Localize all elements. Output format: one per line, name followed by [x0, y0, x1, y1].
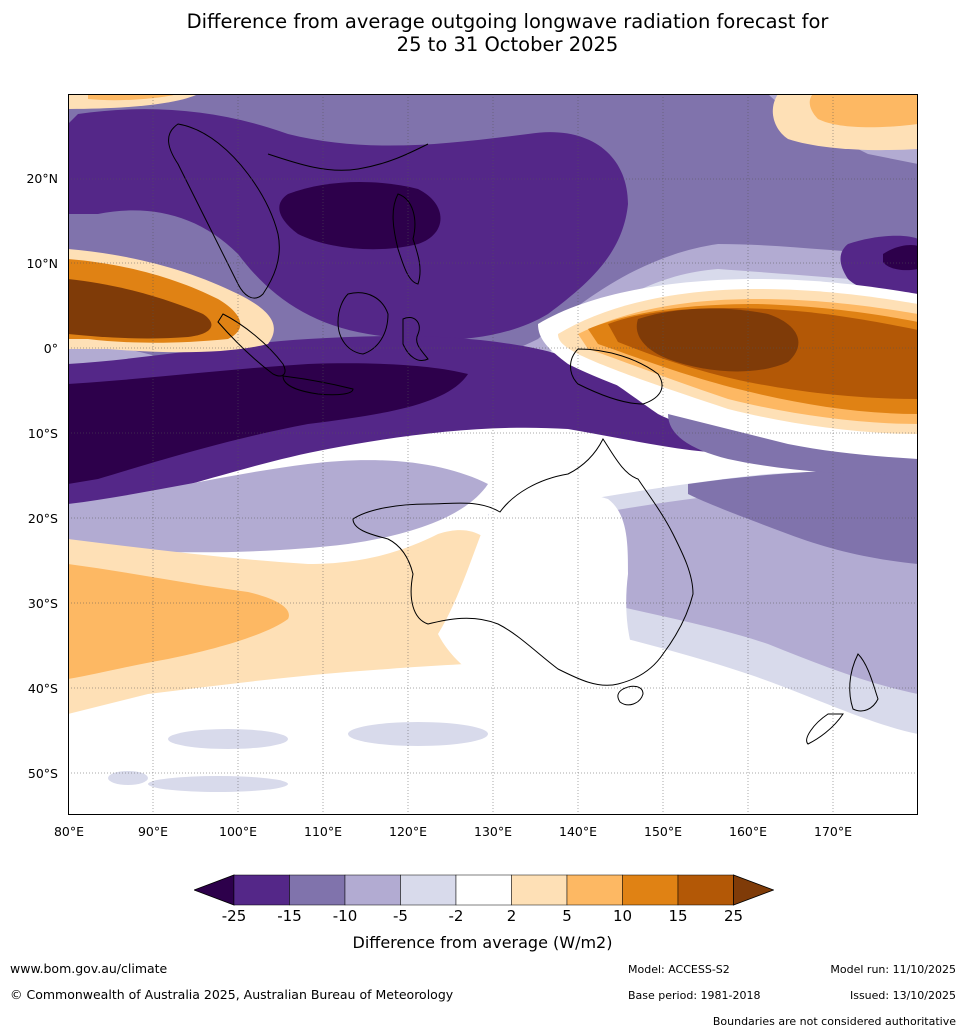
- footer-copyright: © Commonwealth of Australia 2025, Austra…: [10, 987, 454, 1002]
- anomaly-region-darkest-purple-equatorial: [68, 363, 468, 484]
- footer-model: Model: ACCESS-S2: [628, 963, 730, 976]
- chart-title: Difference from average outgoing longwav…: [0, 10, 965, 56]
- anomaly-region-darkest-purple-pacific: [883, 244, 918, 271]
- colorbar-tick-label: 5: [562, 907, 572, 925]
- coastline-borneo: [337, 292, 389, 355]
- anomaly-region-darkest-purple-north: [279, 182, 441, 250]
- lat-label-50s: 50°S: [27, 766, 58, 781]
- lat-label-10s: 10°S: [27, 426, 58, 441]
- footer-base-period: Base period: 1981-2018: [628, 989, 761, 1002]
- colorbar-extend-min: [192, 874, 235, 906]
- lon-label-170e: 170°E: [813, 824, 853, 839]
- lat-label-20n: 20°N: [26, 171, 58, 186]
- coastline-java: [282, 375, 354, 396]
- gridlines: [68, 94, 918, 815]
- lon-label-140e: 140°E: [558, 824, 598, 839]
- colorbar-tick-label: -2: [448, 907, 464, 925]
- colorbar-segment: [344, 874, 401, 906]
- title-line-1: Difference from average outgoing longwav…: [186, 10, 829, 33]
- footer-website[interactable]: www.bom.gov.au/climate: [10, 961, 168, 976]
- anomaly-region-orange-south-indian: [68, 564, 289, 679]
- colorbar-segment: [566, 874, 623, 906]
- colorbar-segment: [511, 874, 568, 906]
- coastline-australia: [352, 438, 694, 686]
- colorbar-tick-label: 10: [612, 907, 633, 925]
- lon-label-100e: 100°E: [218, 824, 258, 839]
- coastline-new-guinea: [570, 348, 663, 405]
- olr-anomaly-map: [68, 94, 918, 815]
- colorbar: [192, 874, 775, 910]
- colorbar-tick-label: 15: [668, 907, 688, 925]
- lon-label-80e: 80°E: [53, 824, 85, 839]
- anomaly-patch-south-3: [148, 776, 288, 792]
- anomaly-region-mid-purple-indian: [68, 460, 488, 553]
- coastline-sumatra: [217, 313, 286, 377]
- colorbar-segment: [400, 874, 457, 906]
- colorbar-tick-label: -15: [277, 907, 302, 925]
- colorbar-segment: [455, 874, 512, 906]
- lat-label-0: 0°: [43, 341, 58, 356]
- anomaly-region-brown-pacific: [636, 308, 799, 372]
- colorbar-tick-label: 25: [723, 907, 744, 925]
- anomaly-region-brown-indian-ocean: [68, 279, 212, 339]
- colorbar-segment: [677, 874, 734, 906]
- footer-issued: Issued: 13/10/2025: [849, 989, 956, 1002]
- footer-disclaimer: Boundaries are not considered authoritat…: [712, 1015, 956, 1028]
- anomaly-region-orange-north-indian: [88, 94, 178, 101]
- colorbar-tick-label: -5: [393, 907, 408, 925]
- coastline-philippines: [392, 193, 421, 285]
- footer-model-run: Model run: 11/10/2025: [830, 963, 956, 976]
- lon-label-120e: 120°E: [388, 824, 428, 839]
- lon-label-90e: 90°E: [137, 824, 169, 839]
- colorbar-svg: [192, 874, 775, 906]
- title-line-2: 25 to 31 October 2025: [396, 33, 619, 56]
- lat-label-40s: 40°S: [27, 681, 58, 696]
- anomaly-region-purple-south-pacific: [688, 469, 918, 564]
- colorbar-extend-max: [733, 874, 775, 906]
- colorbar-segment: [233, 874, 290, 906]
- coastline-sulawesi: [402, 317, 429, 361]
- anomaly-patch-south-2: [348, 722, 488, 746]
- anomaly-region-purple-coral-sea: [668, 414, 918, 475]
- colorbar-label: Difference from average (W/m2): [352, 933, 613, 952]
- anomaly-region-white-australia: [438, 490, 648, 693]
- lat-label-10n: 10°N: [26, 256, 58, 271]
- map-svg: [68, 94, 918, 815]
- anomaly-region-light-orange-south-indian: [68, 530, 538, 714]
- coastline-asia-mainland: [168, 123, 429, 299]
- colorbar-tick-label: -25: [221, 907, 247, 925]
- lat-label-20s: 20°S: [27, 511, 58, 526]
- lon-label-110e: 110°E: [303, 824, 343, 839]
- lon-label-160e: 160°E: [728, 824, 768, 839]
- anomaly-region-orange-north-pacific: [809, 94, 918, 128]
- colorbar-segment: [622, 874, 679, 906]
- anomaly-patch-south-4: [108, 771, 148, 785]
- lat-label-30s: 30°S: [27, 596, 58, 611]
- coastlines: [168, 123, 879, 745]
- anomaly-patch-south-1: [168, 729, 288, 749]
- coastline-tasmania: [617, 685, 644, 706]
- colorbar-segment: [289, 874, 346, 906]
- coastline-new-zealand: [806, 653, 879, 745]
- lon-label-150e: 150°E: [643, 824, 683, 839]
- colorbar-tick-label: -10: [332, 907, 358, 925]
- lon-label-130e: 130°E: [473, 824, 513, 839]
- colorbar-tick-label: 2: [506, 907, 517, 925]
